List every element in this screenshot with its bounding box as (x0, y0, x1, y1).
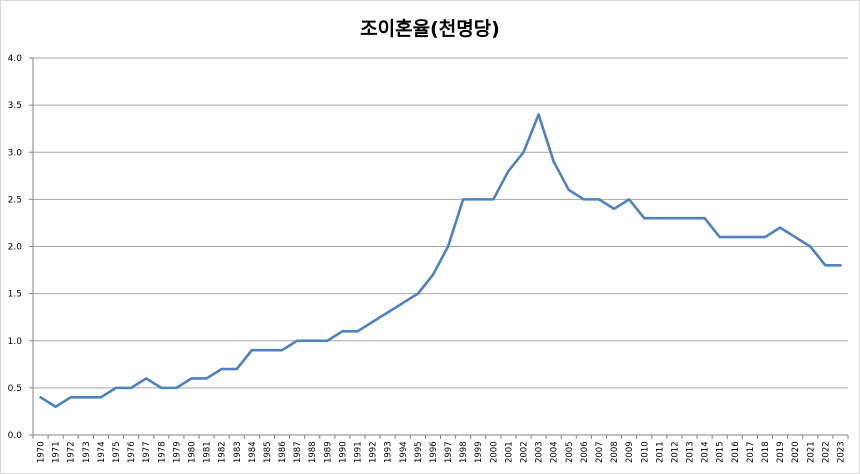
x-tick-label: 1983 (233, 441, 243, 463)
x-tick-label: 2008 (610, 441, 620, 463)
x-tick-label: 1977 (142, 441, 152, 463)
x-tick-label: 1970 (37, 441, 47, 463)
x-tick-label: 2020 (791, 441, 801, 463)
x-tick-label: 1989 (323, 441, 333, 463)
x-tick-label: 1987 (293, 441, 303, 463)
y-tick-label: 0.0 (8, 431, 23, 441)
x-tick-label: 1982 (218, 441, 228, 463)
x-tick-label: 1985 (263, 441, 273, 463)
y-tick-label: 4.0 (8, 54, 23, 64)
chart-title: 조이혼율(천명당) (360, 18, 500, 40)
x-tick-label: 1981 (203, 441, 213, 463)
x-tick-label: 1976 (127, 441, 137, 463)
x-tick-label: 2007 (595, 441, 605, 463)
x-tick-label: 1998 (459, 441, 469, 463)
x-tick-label: 2023 (836, 441, 846, 463)
x-tick-label: 2013 (686, 441, 696, 463)
x-tick-label: 1994 (399, 441, 409, 463)
x-tick-label: 2016 (731, 441, 741, 463)
x-tick-label: 2006 (580, 441, 590, 463)
x-tick-label: 1997 (444, 441, 454, 463)
x-tick-label: 1990 (338, 441, 348, 463)
x-tick-label: 2019 (776, 441, 786, 463)
x-tick-label: 1984 (248, 441, 258, 463)
x-tick-label: 2001 (504, 441, 514, 463)
x-tick-label: 2012 (670, 441, 680, 463)
x-tick-label: 2010 (640, 441, 650, 463)
x-tick-label: 1975 (112, 441, 122, 463)
x-tick-label: 1971 (52, 441, 62, 463)
x-tick-label: 1993 (384, 441, 394, 463)
x-tick-label: 2018 (761, 441, 771, 463)
x-tick-label: 1988 (308, 441, 318, 463)
x-tick-label: 1992 (369, 441, 379, 463)
y-tick-label: 0.5 (8, 384, 22, 394)
x-tick-label: 2002 (520, 441, 530, 463)
x-tick-label: 2017 (746, 441, 756, 463)
x-tick-label: 1972 (67, 441, 77, 463)
x-tick-label: 1978 (157, 441, 167, 463)
x-tick-label: 1974 (97, 441, 107, 463)
x-tick-label: 1999 (474, 441, 484, 463)
x-tick-label: 2014 (701, 441, 711, 463)
y-tick-label: 2.5 (8, 195, 22, 205)
x-tick-label: 2000 (489, 441, 499, 463)
x-tick-label: 2022 (821, 441, 831, 463)
y-tick-label: 3.5 (8, 101, 22, 111)
x-tick-label: 2015 (716, 441, 726, 463)
x-tick-label: 1996 (429, 441, 439, 463)
x-tick-label: 1991 (353, 441, 363, 463)
x-tick-label: 1980 (187, 441, 197, 463)
x-tick-label: 1995 (414, 441, 424, 463)
x-tick-label: 2011 (655, 441, 665, 463)
x-tick-label: 1986 (278, 441, 288, 463)
x-tick-label: 1973 (82, 441, 92, 463)
y-tick-label: 1.5 (8, 290, 22, 300)
y-tick-label: 2.0 (8, 243, 23, 253)
x-tick-label: 2003 (535, 441, 545, 463)
y-tick-label: 3.0 (8, 148, 23, 158)
x-tick-label: 2009 (625, 441, 635, 463)
x-tick-label: 2004 (550, 441, 560, 463)
y-tick-label: 1.0 (8, 337, 23, 347)
x-tick-label: 1979 (172, 441, 182, 463)
series-line (39, 113, 842, 409)
x-tick-label: 2005 (565, 441, 575, 463)
x-tick-label: 2021 (806, 441, 816, 463)
